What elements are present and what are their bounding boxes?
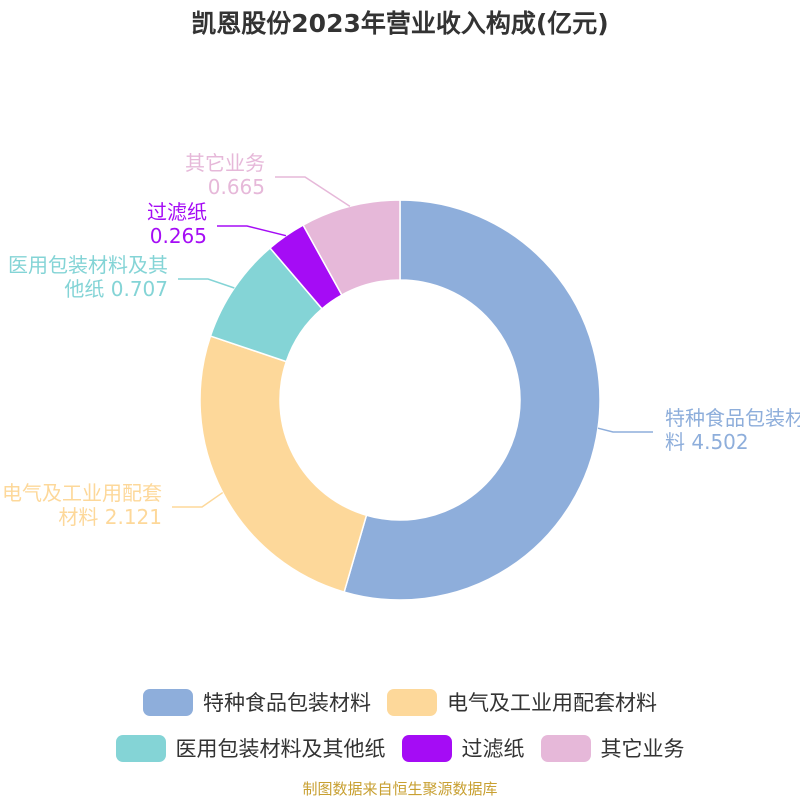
label-value: 2.121: [104, 505, 162, 529]
data-label: 电气及工业用配套材料 2.121: [0, 481, 162, 529]
chart-title: 凯恩股份2023年营业收入构成(亿元): [191, 9, 609, 38]
leader-line: [172, 491, 224, 508]
legend-item: 电气及工业用配套材料: [387, 688, 657, 716]
legend-swatch: [115, 734, 166, 762]
legend-swatch: [387, 688, 437, 716]
donut-slice: [199, 335, 368, 593]
leader-line: [178, 278, 235, 289]
legend-label: 过滤纸: [461, 737, 525, 761]
legend-item: 医用包装材料及其他纸: [115, 734, 386, 762]
leader-line: [275, 176, 351, 207]
legend-swatch: [401, 734, 452, 762]
label-value: 0.265: [149, 224, 207, 248]
data-label: 特种食品包装材料 4.502: [665, 406, 800, 454]
data-label: 其它业务 0.665: [165, 151, 265, 199]
data-label: 医用包装材料及其他纸 0.707: [0, 253, 168, 301]
legend-item: 特种食品包装材料: [143, 688, 371, 716]
donut-slice: [343, 199, 601, 601]
legend: 特种食品包装材料 电气及工业用配套材料医用包装材料及其他纸 过滤纸 其它业务: [60, 688, 740, 762]
legend-item: 过滤纸: [401, 734, 525, 762]
legend-label: 电气及工业用配套材料: [447, 691, 657, 715]
label-name: 其它业务: [185, 151, 265, 175]
donut-slice: [302, 199, 401, 297]
leader-line: [217, 225, 287, 237]
label-name: 过滤纸: [147, 200, 207, 224]
label-value: 0.707: [110, 277, 168, 301]
legend-swatch: [540, 734, 591, 762]
legend-label: 其它业务: [600, 737, 685, 761]
label-value: 0.665: [207, 175, 265, 199]
label-value: 4.502: [691, 430, 749, 454]
legend-item: 其它业务: [540, 734, 685, 762]
label-name: 电气及工业用配套材料: [2, 481, 162, 529]
label-name: 医用包装材料及其他纸: [8, 253, 168, 301]
label-name: 特种食品包装材料: [665, 406, 800, 454]
data-label: 过滤纸 0.265: [127, 200, 207, 248]
legend-label: 医用包装材料及其他纸: [175, 737, 386, 761]
legend-swatch: [143, 688, 193, 716]
leader-line: [597, 427, 653, 433]
legend-label: 特种食品包装材料: [203, 691, 371, 715]
source: 制图数据来自恒生聚源数据库: [302, 780, 498, 798]
